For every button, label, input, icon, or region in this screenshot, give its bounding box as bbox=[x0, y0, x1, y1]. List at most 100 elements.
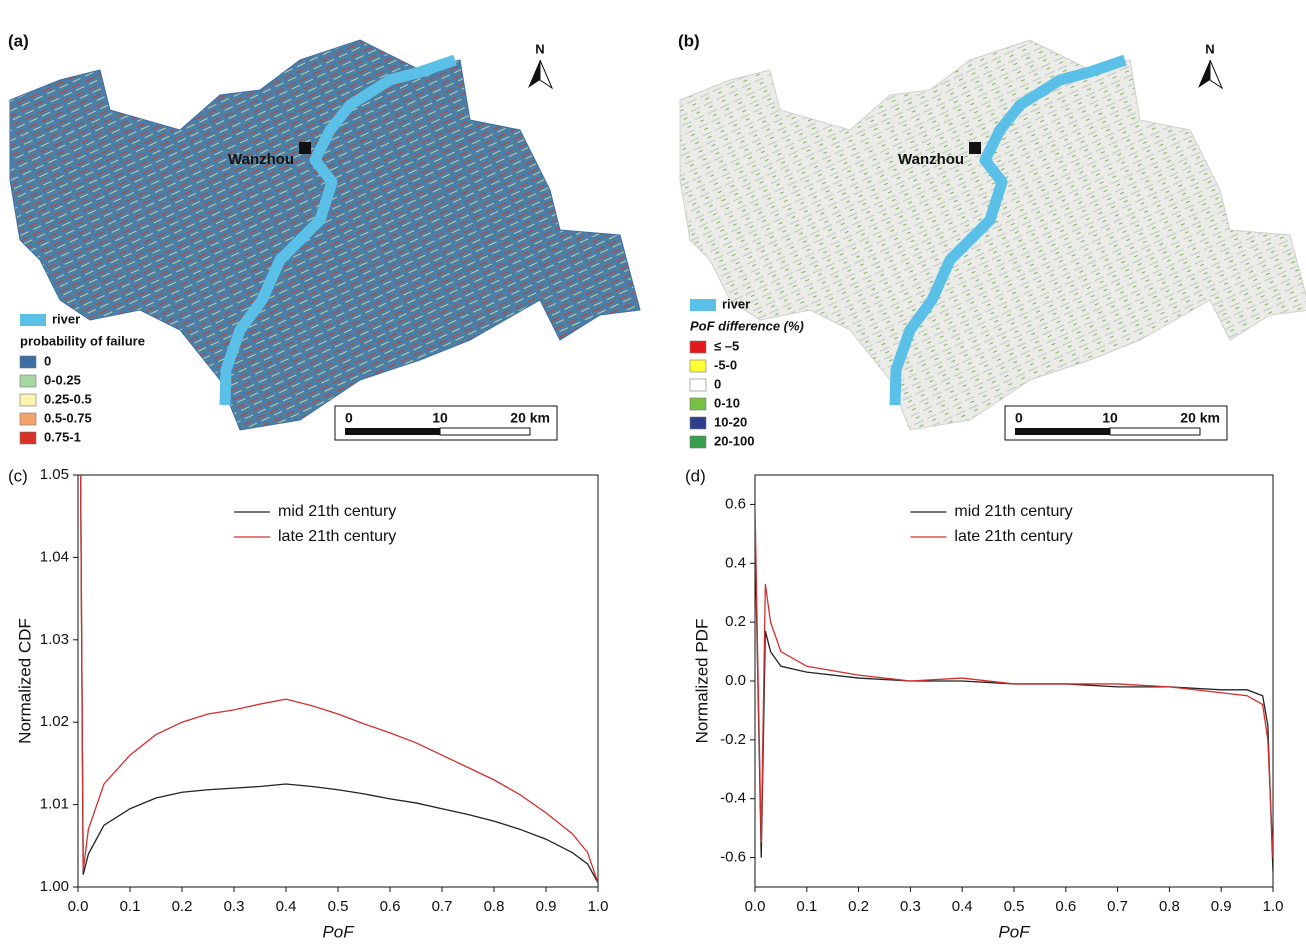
x-tick-label: 0.4 bbox=[276, 898, 297, 915]
map-region bbox=[10, 40, 640, 430]
x-tick-label: 0.1 bbox=[796, 898, 817, 915]
figure: (a) N Wanzhou river probability of failure 0 0… bbox=[0, 0, 1306, 945]
map-region bbox=[680, 40, 1306, 430]
x-tick-label: 0.6 bbox=[1055, 898, 1076, 915]
x-tick-label: 0.8 bbox=[484, 898, 505, 915]
legend-label: mid 21th century bbox=[954, 503, 1072, 520]
legend-label: 0.75-1 bbox=[44, 429, 81, 444]
legend-title: probability of failure bbox=[20, 333, 145, 348]
legend-label: 0-10 bbox=[714, 395, 740, 410]
legend-label: ≤ –5 bbox=[714, 338, 739, 353]
x-tick-label: 0.5 bbox=[1004, 898, 1025, 915]
scale-bar bbox=[1015, 428, 1110, 435]
map-panel: (a) N Wanzhou river probability of failure 0 0… bbox=[8, 31, 640, 444]
x-tick-label: 0.2 bbox=[172, 898, 193, 915]
city-marker bbox=[299, 142, 311, 154]
legend-label: 0.5-0.75 bbox=[44, 410, 92, 425]
x-tick-label: 1.0 bbox=[1263, 898, 1284, 915]
x-tick-label: 0.0 bbox=[68, 898, 89, 915]
panel-label: (d) bbox=[685, 466, 706, 485]
scale-label: 10 bbox=[432, 410, 448, 426]
y-tick-label: 1.02 bbox=[40, 713, 69, 730]
city-label: Wanzhou bbox=[228, 151, 294, 168]
series-line bbox=[755, 504, 1273, 857]
city-label: Wanzhou bbox=[898, 151, 964, 168]
x-tick-label: 0.5 bbox=[328, 898, 349, 915]
y-tick-label: 1.00 bbox=[40, 878, 69, 895]
panel-label: (b) bbox=[678, 31, 700, 50]
north-label: N bbox=[535, 41, 544, 56]
scale-bar bbox=[345, 428, 440, 435]
north-arrow bbox=[1198, 60, 1210, 88]
legend-label: mid 21th century bbox=[278, 503, 396, 520]
legend-label: 20-100 bbox=[714, 433, 754, 448]
legend-label: late 21th century bbox=[954, 528, 1072, 545]
legend-label: river bbox=[722, 296, 750, 311]
scale-label: 0 bbox=[345, 410, 353, 426]
scale-label: 20 km bbox=[1180, 410, 1220, 426]
legend-swatch bbox=[690, 379, 706, 391]
legend-swatch bbox=[690, 299, 716, 311]
legend-title: PoF difference (%) bbox=[690, 318, 804, 333]
scale-label: 0 bbox=[1015, 410, 1023, 426]
scale-bar bbox=[440, 428, 530, 435]
y-axis-label: Normalized PDF bbox=[692, 619, 711, 744]
x-tick-label: 0.2 bbox=[848, 898, 869, 915]
scale-label: 10 bbox=[1102, 410, 1118, 426]
scale-label: 20 km bbox=[510, 410, 550, 426]
legend-swatch bbox=[690, 341, 706, 353]
y-tick-label: -0.6 bbox=[720, 849, 746, 866]
x-tick-label: 0.4 bbox=[952, 898, 973, 915]
x-tick-label: 0.7 bbox=[1107, 898, 1128, 915]
x-tick-label: 0.7 bbox=[432, 898, 453, 915]
y-tick-label: 1.01 bbox=[40, 796, 69, 813]
legend-swatch bbox=[20, 375, 36, 387]
north-label: N bbox=[1205, 41, 1214, 56]
x-tick-label: 0.6 bbox=[380, 898, 401, 915]
legend-label: 0 bbox=[714, 376, 721, 391]
x-tick-label: 0.3 bbox=[224, 898, 245, 915]
legend-label: river bbox=[52, 311, 80, 326]
legend-swatch bbox=[20, 314, 46, 326]
legend-label: -5-0 bbox=[714, 357, 737, 372]
legend-label: 10-20 bbox=[714, 414, 747, 429]
legend-swatch bbox=[690, 398, 706, 410]
legend-swatch bbox=[20, 432, 36, 444]
x-tick-label: 0.8 bbox=[1159, 898, 1180, 915]
x-tick-label: 1.0 bbox=[588, 898, 609, 915]
legend-label: 0.25-0.5 bbox=[44, 391, 92, 406]
x-axis-label: PoF bbox=[322, 922, 355, 941]
y-tick-label: 0.6 bbox=[725, 495, 746, 512]
legend-swatch bbox=[690, 360, 706, 372]
y-tick-label: 0.0 bbox=[725, 672, 746, 689]
north-arrow bbox=[540, 60, 552, 88]
legend-label: 0-0.25 bbox=[44, 372, 81, 387]
x-tick-label: 0.3 bbox=[900, 898, 921, 915]
y-tick-label: 0.2 bbox=[725, 613, 746, 630]
x-tick-label: 0.0 bbox=[745, 898, 766, 915]
scale-bar bbox=[1110, 428, 1200, 435]
y-axis-label: Normalized CDF bbox=[15, 618, 34, 744]
y-tick-label: -0.2 bbox=[720, 731, 746, 748]
legend-swatch bbox=[20, 413, 36, 425]
x-tick-label: 0.1 bbox=[120, 898, 141, 915]
y-tick-label: 1.03 bbox=[40, 631, 69, 648]
north-arrow bbox=[528, 60, 540, 88]
legend-swatch bbox=[690, 436, 706, 448]
legend-swatch bbox=[20, 394, 36, 406]
x-tick-label: 0.9 bbox=[536, 898, 557, 915]
legend-swatch bbox=[690, 417, 706, 429]
city-marker bbox=[969, 142, 981, 154]
panel-label: (c) bbox=[8, 466, 28, 485]
y-tick-label: 1.04 bbox=[40, 548, 69, 565]
y-tick-label: -0.4 bbox=[720, 790, 746, 807]
north-arrow bbox=[1210, 60, 1222, 88]
series-line bbox=[755, 534, 1273, 872]
panel-label: (a) bbox=[8, 31, 29, 50]
x-tick-label: 0.9 bbox=[1211, 898, 1232, 915]
legend-label: late 21th century bbox=[278, 528, 396, 545]
map-panel: (b) N Wanzhou river PoF difference (%) ≤ –5 -5… bbox=[678, 31, 1306, 448]
y-tick-label: 0.4 bbox=[725, 554, 746, 571]
legend-swatch bbox=[20, 356, 36, 368]
x-axis-label: PoF bbox=[998, 922, 1031, 941]
